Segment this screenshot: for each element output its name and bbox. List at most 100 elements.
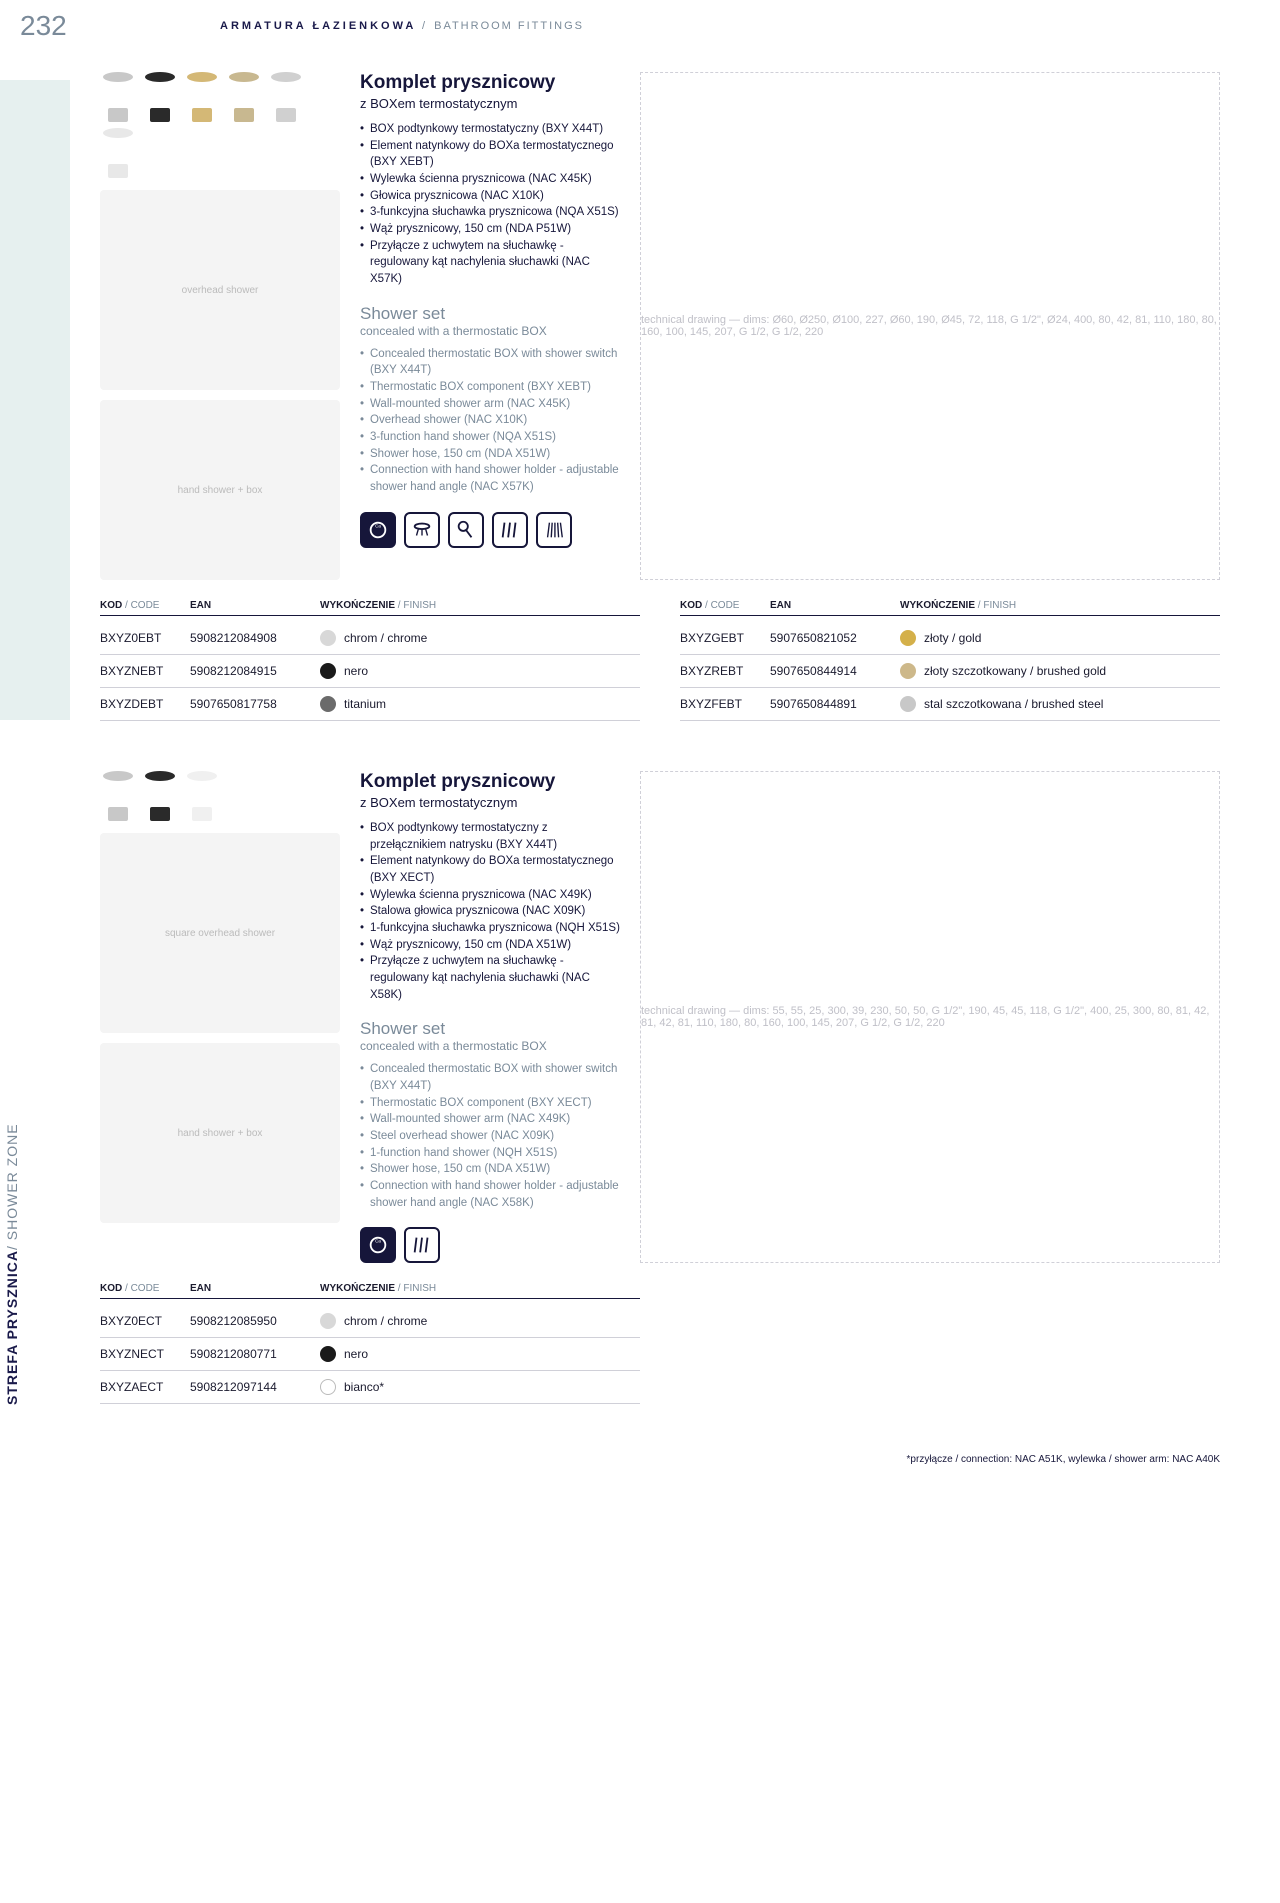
bullet-item: Głowica prysznicowa (NAC X10K) xyxy=(360,188,620,205)
side-main: STREFA PRYSZNICA xyxy=(4,1250,20,1405)
cell-finish: titanium xyxy=(320,696,640,712)
rain-icon xyxy=(492,512,528,548)
bullet-item: BOX podtynkowy termostatyczny z przełącz… xyxy=(360,820,620,853)
product-photo-overhead: overhead shower xyxy=(100,190,340,390)
description-column: Komplet prysznicowy z BOXem termostatycz… xyxy=(360,771,620,1263)
header-sub: BATHROOM FITTINGS xyxy=(434,20,584,32)
cell-finish: złoty / gold xyxy=(900,630,1220,646)
bullet-item: Element natynkowy do BOXa termostatyczne… xyxy=(360,853,620,886)
table-header: KOD / CODE EAN WYKOŃCZENIE / FINISH xyxy=(100,600,640,616)
finish-dot-icon xyxy=(320,663,336,679)
subtitle-en: concealed with a thermostatic BOX xyxy=(360,1039,620,1053)
cell-code: BXYZREBT xyxy=(680,664,770,678)
cell-finish: chrom / chrome xyxy=(320,1313,640,1329)
cell-ean: 5908212085950 xyxy=(190,1314,320,1328)
bullet-item: Steel overhead shower (NAC X09K) xyxy=(360,1128,620,1145)
bullet-item: Thermostatic BOX component (BXY XEBT) xyxy=(360,379,620,396)
bullet-item: Shower hose, 150 cm (NDA X51W) xyxy=(360,446,620,463)
table-row: BXYZFEBT5907650844891stal szczotkowana /… xyxy=(680,688,1220,721)
bullet-item: Thermostatic BOX component (BXY XECT) xyxy=(360,1095,620,1112)
cell-finish: nero xyxy=(320,1346,640,1362)
cell-ean: 5907650844891 xyxy=(770,697,900,711)
finish-dot-icon xyxy=(320,696,336,712)
cell-code: BXYZ0ECT xyxy=(100,1314,190,1328)
feature-icons: Ca xyxy=(360,1227,620,1263)
finish-swatches xyxy=(100,72,340,178)
bullet-item: Przyłącze z uchwytem na słuchawkę - regu… xyxy=(360,953,620,1003)
bullet-item: Wylewka ścienna prysznicowa (NAC X45K) xyxy=(360,171,620,188)
bullets-en: Concealed thermostatic BOX with shower s… xyxy=(360,1061,620,1211)
finish-dot-icon xyxy=(320,1379,336,1395)
side-label: STREFA PRYSZNICA/ SHOWER ZONE xyxy=(4,1124,20,1406)
cell-finish: stal szczotkowana / brushed steel xyxy=(900,696,1220,712)
finish-dot-icon xyxy=(900,630,916,646)
table-row: BXYZDEBT5907650817758titanium xyxy=(100,688,640,721)
finish-dot-icon xyxy=(900,696,916,712)
finish-swatch xyxy=(226,72,262,122)
page-number: 232 xyxy=(20,10,67,42)
finish-dot-icon xyxy=(900,663,916,679)
bullet-item: Connection with hand shower holder - adj… xyxy=(360,1178,620,1211)
shower-head-icon xyxy=(404,512,440,548)
subtitle-pl: z BOXem termostatycznym xyxy=(360,96,620,111)
side-sep: / xyxy=(4,1246,20,1251)
table-row: BXYZ0EBT5908212084908chrom / chrome xyxy=(100,622,640,655)
bullet-item: Overhead shower (NAC X10K) xyxy=(360,412,620,429)
cell-code: BXYZ0EBT xyxy=(100,631,190,645)
table-left: KOD / CODE EAN WYKOŃCZENIE / FINISH BXYZ… xyxy=(100,1283,640,1404)
bullet-item: Wąż prysznicowy, 150 cm (NDA X51W) xyxy=(360,937,620,954)
finish-dot-icon xyxy=(320,630,336,646)
spray-icon xyxy=(536,512,572,548)
cell-code: BXYZFEBT xyxy=(680,697,770,711)
easy-clean-icon: Ca xyxy=(360,512,396,548)
finish-swatch xyxy=(142,72,178,122)
diagram-placeholder: technical drawing — dims: 55, 55, 25, 30… xyxy=(640,771,1220,1263)
cell-ean: 5908212080771 xyxy=(190,1347,320,1361)
finish-swatch xyxy=(142,771,178,821)
cell-code: BXYZNECT xyxy=(100,1347,190,1361)
bullet-item: Wąż prysznicowy, 150 cm (NDA P51W) xyxy=(360,221,620,238)
finish-swatches xyxy=(100,771,340,821)
product1-tables: KOD / CODE EAN WYKOŃCZENIE / FINISH BXYZ… xyxy=(100,600,1220,721)
bullet-item: Concealed thermostatic BOX with shower s… xyxy=(360,1061,620,1094)
cell-finish: złoty szczotkowany / brushed gold xyxy=(900,663,1220,679)
table-header: KOD / CODE EAN WYKOŃCZENIE / FINISH xyxy=(100,1283,640,1299)
bullets-pl: BOX podtynkowy termostatyczny z przełącz… xyxy=(360,820,620,1003)
header-main: ARMATURA ŁAZIENKOWA xyxy=(220,20,416,32)
table-row: BXYZGEBT5907650821052złoty / gold xyxy=(680,622,1220,655)
finish-swatch xyxy=(268,72,304,122)
cell-finish: nero xyxy=(320,663,640,679)
cell-ean: 5908212084908 xyxy=(190,631,320,645)
svg-text:Ca: Ca xyxy=(375,523,381,528)
feature-icons: Ca xyxy=(360,512,620,548)
footnote: *przyłącze / connection: NAC A51K, wylew… xyxy=(100,1454,1220,1465)
cell-ean: 5908212097144 xyxy=(190,1380,320,1394)
background-tint xyxy=(0,80,70,720)
bullets-pl: BOX podtynkowy termostatyczny (BXY X44T)… xyxy=(360,121,620,288)
finish-swatch xyxy=(100,128,136,178)
bullet-item: Shower hose, 150 cm (NDA X51W) xyxy=(360,1161,620,1178)
title-en: Shower set xyxy=(360,304,620,324)
cell-code: BXYZAECT xyxy=(100,1380,190,1394)
bullet-item: 3-funkcyjna słuchawka prysznicowa (NQA X… xyxy=(360,204,620,221)
finish-swatch xyxy=(184,72,220,122)
title-pl: Komplet prysznicowy xyxy=(360,72,620,94)
bullet-item: Connection with hand shower holder - adj… xyxy=(360,462,620,495)
table-row: BXYZNECT5908212080771nero xyxy=(100,1338,640,1371)
diagram-placeholder: technical drawing — dims: Ø60, Ø250, Ø10… xyxy=(640,72,1220,580)
technical-diagram: technical drawing — dims: Ø60, Ø250, Ø10… xyxy=(640,72,1220,580)
title-en: Shower set xyxy=(360,1019,620,1039)
table-right: KOD / CODE EAN WYKOŃCZENIE / FINISH BXYZ… xyxy=(680,600,1220,721)
header-sep: / xyxy=(422,20,428,32)
finish-swatch xyxy=(100,771,136,821)
finish-dot-icon xyxy=(320,1313,336,1329)
product-block-1: overhead shower hand shower + box Komple… xyxy=(100,72,1220,580)
table-row: BXYZNEBT5908212084915nero xyxy=(100,655,640,688)
easy-clean-icon: Ca xyxy=(360,1227,396,1263)
product-block-2: square overhead shower hand shower + box… xyxy=(100,771,1220,1263)
cell-ean: 5907650844914 xyxy=(770,664,900,678)
product-photo-handset: hand shower + box xyxy=(100,400,340,580)
product2-tables: KOD / CODE EAN WYKOŃCZENIE / FINISH BXYZ… xyxy=(100,1283,1220,1404)
cell-finish: bianco* xyxy=(320,1379,640,1395)
subtitle-pl: z BOXem termostatycznym xyxy=(360,795,620,810)
